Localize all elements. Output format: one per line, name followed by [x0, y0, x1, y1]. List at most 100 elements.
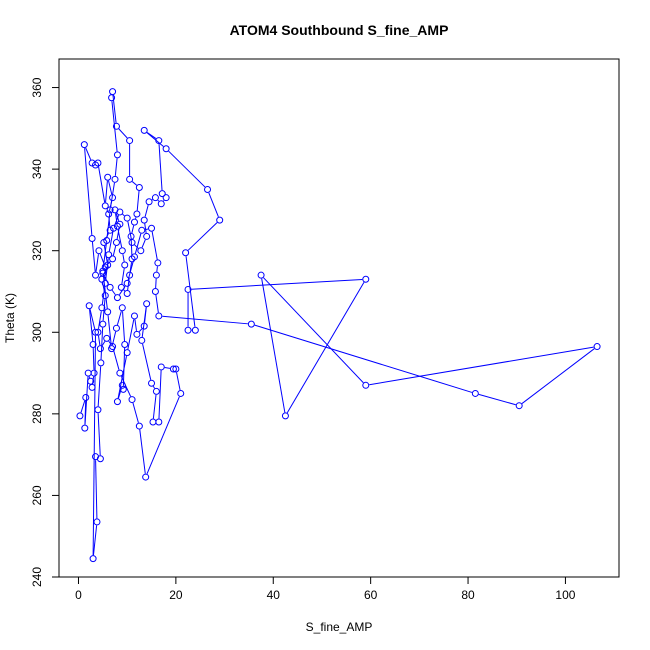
- data-point: [138, 226, 146, 234]
- data-point: [96, 455, 104, 463]
- data-point: [92, 161, 100, 169]
- data-point: [121, 261, 129, 269]
- data-point: [106, 283, 114, 291]
- data-point: [101, 279, 109, 287]
- y-tick-label: 260: [30, 485, 44, 505]
- data-point: [143, 300, 151, 308]
- y-tick-label: 360: [30, 77, 44, 97]
- data-point: [89, 341, 97, 349]
- data-point: [148, 224, 156, 232]
- data-point: [154, 259, 162, 267]
- series-segment: [142, 343, 152, 380]
- data-point: [169, 365, 177, 373]
- data-point: [123, 214, 131, 222]
- series-segment: [114, 158, 118, 176]
- series-segment: [127, 319, 135, 350]
- x-tick-label: 60: [364, 588, 378, 602]
- data-point: [137, 247, 145, 255]
- data-point: [148, 379, 156, 387]
- series-segment: [97, 413, 101, 456]
- series-segment: [105, 180, 108, 203]
- data-point: [113, 222, 121, 230]
- series-segment: [111, 289, 116, 296]
- data-point: [118, 381, 126, 389]
- series-segment: [254, 324, 473, 393]
- series-segment: [108, 180, 113, 195]
- data-point: [99, 269, 107, 277]
- series-segment: [122, 213, 125, 217]
- data-point: [113, 398, 121, 406]
- series-segment: [120, 376, 132, 397]
- data-point: [81, 424, 89, 432]
- y-tick-label: 280: [30, 404, 44, 424]
- data-point: [593, 343, 601, 351]
- series-segment: [89, 309, 94, 342]
- series-segment: [127, 221, 132, 240]
- data-point: [106, 226, 114, 234]
- data-point: [128, 396, 136, 404]
- series-segment: [145, 228, 149, 231]
- data-point: [123, 279, 131, 287]
- data-point: [118, 304, 126, 312]
- data-point: [82, 394, 90, 402]
- series-segment: [113, 349, 120, 370]
- y-tick-label: 320: [30, 240, 44, 260]
- data-point: [281, 412, 289, 420]
- series-segment: [100, 327, 104, 360]
- series-segment: [156, 266, 158, 272]
- data-point: [85, 302, 93, 310]
- series-segment: [121, 268, 125, 285]
- series-segment: [141, 307, 147, 338]
- data-point: [80, 141, 88, 149]
- series-segment: [89, 309, 96, 329]
- data-point: [140, 216, 148, 224]
- y-tick-label: 240: [30, 567, 44, 587]
- data-point: [95, 247, 103, 255]
- series-segment: [95, 254, 99, 272]
- series-segment: [85, 147, 92, 160]
- data-point: [177, 389, 185, 397]
- series-segment: [112, 245, 117, 256]
- series-segment: [152, 394, 157, 419]
- data-point: [76, 412, 84, 420]
- data-point: [109, 255, 117, 263]
- data-point: [111, 175, 119, 183]
- series-segment: [208, 192, 219, 218]
- series-points: [76, 88, 601, 563]
- y-axis-label: Theta (K): [3, 293, 17, 343]
- data-point: [113, 151, 121, 159]
- series-segment: [131, 181, 137, 186]
- data-point: [126, 271, 134, 279]
- series-segment: [163, 200, 165, 202]
- data-point: [101, 292, 109, 300]
- series-segment: [134, 319, 137, 331]
- y-tick-label: 300: [30, 322, 44, 342]
- series-segment: [263, 277, 364, 384]
- data-point: [89, 555, 97, 563]
- series-segment: [116, 311, 122, 325]
- series-segment: [134, 244, 139, 249]
- data-point: [152, 271, 160, 279]
- series-segment: [176, 372, 181, 391]
- series-segment: [99, 253, 105, 264]
- series-segment: [108, 340, 111, 344]
- series-segment: [111, 101, 118, 152]
- series-segment: [162, 315, 248, 325]
- data-point: [143, 232, 151, 240]
- data-point: [142, 473, 150, 481]
- data-point: [155, 137, 163, 145]
- y-tick-label: 340: [30, 159, 44, 179]
- series-segment: [136, 190, 140, 211]
- data-point: [88, 159, 96, 167]
- data-point: [101, 202, 109, 210]
- series-segment: [139, 429, 146, 474]
- series-segment: [131, 225, 135, 234]
- data-point: [92, 271, 100, 279]
- data-point: [145, 198, 153, 206]
- series-segment: [102, 243, 107, 268]
- data-point: [157, 200, 165, 208]
- x-axis-label: S_fine_AMP: [306, 620, 373, 634]
- series-segment: [95, 460, 98, 519]
- data-point: [162, 194, 170, 202]
- series-segment: [187, 222, 218, 251]
